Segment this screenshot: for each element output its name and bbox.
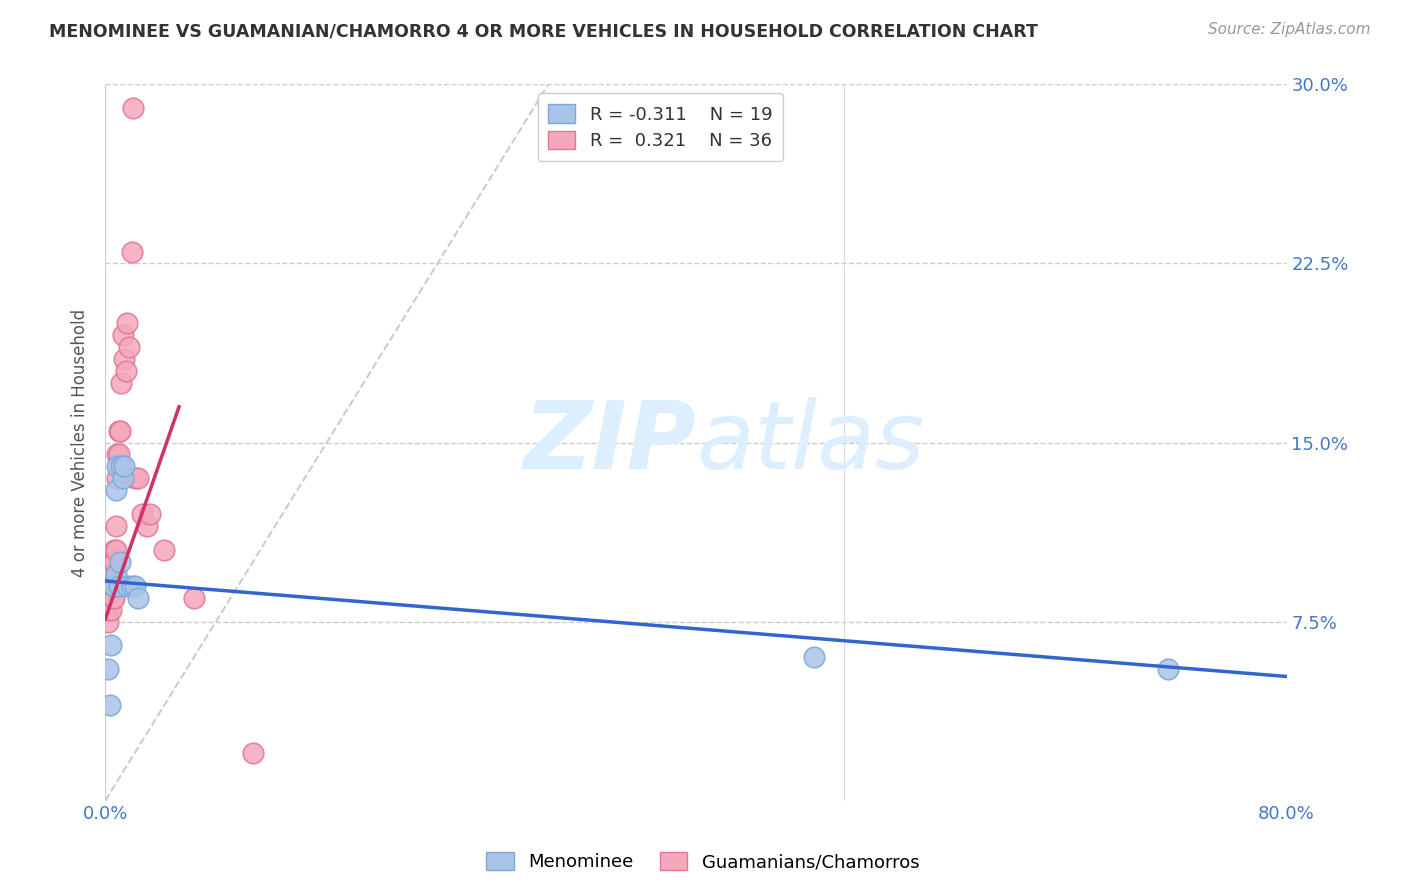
Text: ZIP: ZIP [523,397,696,489]
Point [135,519,157,533]
Point [105,471,128,485]
Point [103,555,125,569]
Point [111,328,134,343]
Point [124,579,146,593]
Point [101,555,124,569]
Point [103,591,125,605]
Point [117,316,139,330]
Point [108,555,131,569]
Point [112,351,135,366]
Point [131,507,153,521]
Point [127,471,149,485]
Point [98,591,121,605]
Point [104,483,127,498]
Point [242,746,264,760]
Legend: R = -0.311    N = 19, R =  0.321    N = 36: R = -0.311 N = 19, R = 0.321 N = 36 [537,94,783,161]
Point [183,591,205,605]
Point [121,244,143,259]
Point [101,579,124,593]
Point [105,459,128,474]
Point [104,519,127,533]
Point [110,459,132,474]
Point [97,602,120,616]
Point [118,340,141,354]
Point [122,101,145,115]
Point [115,364,138,378]
Point [98,579,121,593]
Point [101,566,124,581]
Point [105,447,128,461]
Point [138,507,160,521]
Point [112,459,135,474]
Point [103,543,125,558]
Point [101,591,124,605]
Point [111,471,134,485]
Point [100,579,122,593]
Point [100,639,122,653]
Point [110,376,132,390]
Point [107,447,129,461]
Text: Source: ZipAtlas.com: Source: ZipAtlas.com [1208,22,1371,37]
Point [104,566,127,581]
Point [107,579,129,593]
Point [107,424,129,438]
Point [98,698,121,713]
Point [121,579,143,593]
Point [1157,662,1180,676]
Point [103,579,125,593]
Point [108,424,131,438]
Point [104,543,127,558]
Legend: Menominee, Guamanians/Chamorros: Menominee, Guamanians/Chamorros [479,845,927,879]
Point [127,591,149,605]
Point [153,543,176,558]
Point [100,602,122,616]
Text: MENOMINEE VS GUAMANIAN/CHAMORRO 4 OR MORE VEHICLES IN HOUSEHOLD CORRELATION CHAR: MENOMINEE VS GUAMANIAN/CHAMORRO 4 OR MOR… [49,22,1038,40]
Point [124,471,146,485]
Point [100,566,122,581]
Point [803,650,825,665]
Text: atlas: atlas [696,397,924,488]
Point [97,662,120,676]
Point [97,615,120,629]
Y-axis label: 4 or more Vehicles in Household: 4 or more Vehicles in Household [72,309,89,576]
Point [117,579,139,593]
